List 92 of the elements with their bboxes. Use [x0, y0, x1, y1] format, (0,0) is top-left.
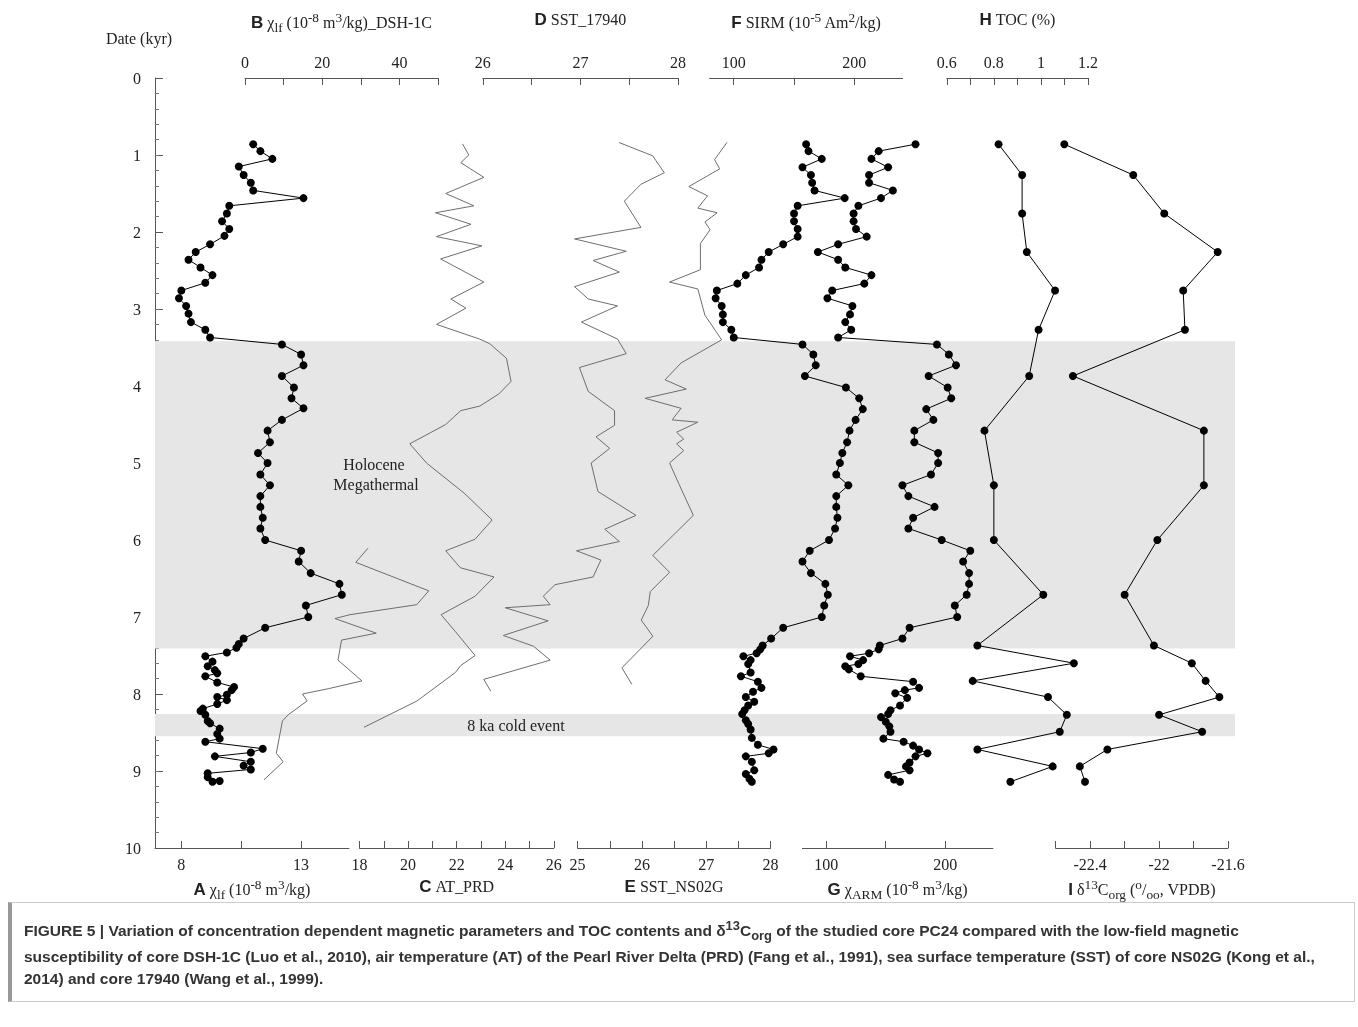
point	[1103, 745, 1112, 754]
y-tick-label: 4	[133, 377, 141, 395]
point	[1120, 590, 1129, 599]
point	[1198, 727, 1207, 736]
x-tick-label: 40	[391, 53, 408, 71]
y-tick-label: 1	[133, 146, 141, 164]
x-tick-label: 100	[721, 53, 746, 71]
x-tick-label: 26	[633, 855, 650, 873]
point	[1034, 325, 1043, 334]
point	[1060, 140, 1069, 149]
x-tick-label: -21.6	[1211, 855, 1245, 873]
x-axis-title: H TOC (%)	[979, 10, 1056, 29]
point	[1129, 171, 1138, 180]
caption: FIGURE 5 | Variation of concentration dependent magnetic parameters and TOC contents and δ$^{13}$C$_{org}$ of the studied core PC24 compared with the low-field magnetic susceptibility of core DSH-1C (Luo et al., 2010), air temperature (AT) of the Pearl River Delta (PRD) (Fang et al., 1991), sea surface temperature (SST) of core NS02G (Kong et al., 2014) and core 17940 (Wang et al., 1999).	[24, 917, 1316, 990]
point	[1006, 777, 1015, 786]
x-tick-label: 0	[241, 53, 249, 71]
y-tick-label: 3	[133, 300, 141, 318]
x-tick-label: 0.6	[936, 53, 957, 71]
x-tick-label: 28	[670, 53, 686, 71]
x-tick-label: -22.4	[1073, 855, 1107, 873]
band-label: Holocene Megathermal	[333, 455, 420, 494]
y-tick-label: 10	[125, 839, 141, 857]
point	[1199, 481, 1208, 490]
x-tick-label: 0.8	[983, 53, 1004, 71]
x-tick-label: 27	[572, 53, 589, 71]
x-tick-label: 24	[497, 855, 514, 873]
x-tick-label: 22	[448, 855, 465, 873]
point	[994, 140, 1003, 149]
point	[1018, 209, 1027, 218]
point	[973, 745, 982, 754]
y-tick-label: 5	[133, 454, 141, 472]
x-tick-label: 20	[400, 855, 417, 873]
x-tick-label: 20	[314, 53, 331, 71]
point	[1062, 710, 1071, 719]
x-tick-label: 18	[351, 855, 368, 873]
point	[1039, 590, 1048, 599]
x-axis-title: E SST_NS02G	[624, 877, 724, 896]
point	[1180, 325, 1189, 334]
point	[1048, 762, 1057, 771]
x-axis-title: F SIRM (10$^{-5}$ Am$^{2}$/kg)	[731, 10, 881, 33]
point	[1081, 777, 1089, 786]
x-tick-label: 28	[762, 855, 779, 873]
y-tick-label: 6	[133, 531, 141, 549]
x-tick-label: 200	[933, 855, 958, 873]
point	[980, 426, 989, 435]
point	[1055, 727, 1064, 736]
y-tick-label: 2	[133, 223, 141, 241]
x-tick-label: -22	[1148, 855, 1170, 873]
point	[968, 676, 977, 685]
point	[989, 481, 998, 490]
text: I δ$^{13}$C$_{org}$ ($^{o}$/$_{oo}$, VPDB)	[1068, 877, 1216, 903]
x-tick-label: 8	[177, 855, 186, 873]
x-axis-title: G χ$_{ARM}$ (10$^{-8}$ m$^{3}$/kg)	[827, 877, 968, 903]
x-axis-title: B χ$_{lf}$ (10$^{-8}$ m$^{3}$/kg)_DSH-1C	[251, 10, 432, 36]
x-axis-title: D SST_17940	[534, 10, 627, 29]
point	[1069, 659, 1078, 668]
point	[1215, 693, 1224, 702]
y-tick-label: 0	[133, 69, 141, 87]
point	[1199, 426, 1208, 435]
point	[1068, 371, 1077, 380]
point	[1155, 710, 1164, 719]
band-label: 8 ka cold event	[467, 716, 566, 734]
point	[989, 536, 998, 544]
x-axis-title: C AT_PRD	[419, 877, 495, 896]
point	[1051, 286, 1060, 295]
x-tick-label: 200	[842, 53, 867, 71]
point	[1153, 536, 1162, 544]
y-tick-label: 9	[133, 762, 141, 780]
x-tick-label: 26	[545, 855, 562, 873]
point	[1160, 209, 1169, 218]
x-tick-label: 100	[814, 855, 839, 873]
point	[1213, 248, 1222, 257]
point	[973, 641, 982, 650]
x-tick-label: 13	[293, 855, 310, 873]
x-tick-label: 27	[698, 855, 715, 873]
point	[1187, 659, 1196, 668]
x-tick-label: 26	[474, 53, 491, 71]
x-tick-label: 25	[569, 855, 586, 873]
point	[1201, 676, 1210, 685]
point	[1022, 248, 1031, 257]
point	[1149, 641, 1158, 650]
point	[1044, 693, 1052, 702]
point	[1025, 371, 1034, 380]
y-tick-label: 8	[133, 685, 141, 703]
x-axis-title: A χ$_{lf}$ (10$^{-8}$ m$^{3}$/kg)	[193, 877, 311, 903]
point	[1179, 286, 1188, 295]
x-tick-label: 1.2	[1078, 53, 1098, 71]
x-tick-label: 1	[1036, 53, 1045, 71]
point	[1075, 762, 1084, 771]
point	[1018, 171, 1027, 180]
y-tick-label: 7	[133, 608, 141, 626]
y-axis-title: Date (kyr)	[105, 30, 173, 48]
